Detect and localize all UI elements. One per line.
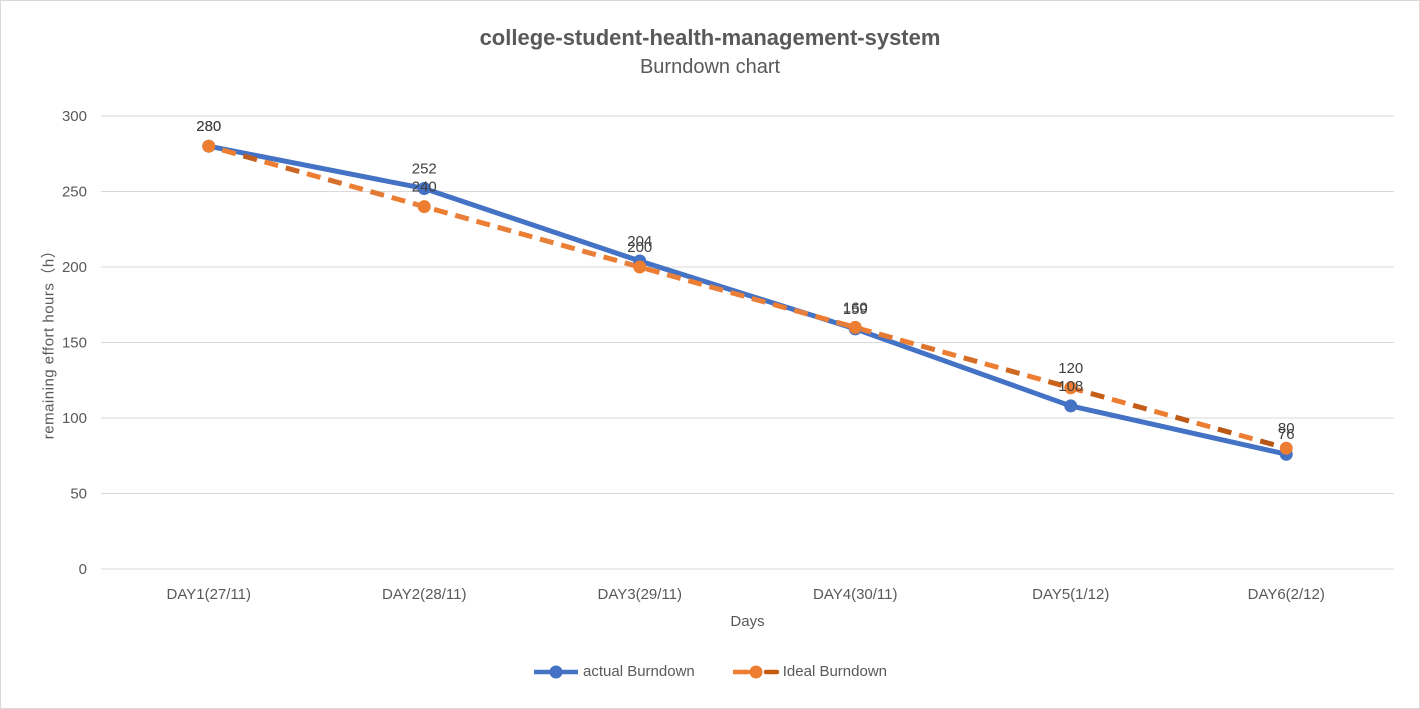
- legend-ideal-label: Ideal Burndown: [782, 663, 887, 680]
- ideal-point-marker: [1064, 381, 1078, 395]
- actual-data-label: 280: [196, 118, 221, 135]
- y-tick-label: 50: [70, 486, 87, 503]
- x-category-label: DAY4(30/11): [813, 586, 898, 603]
- y-tick-label: 0: [79, 561, 87, 578]
- legend-item-ideal: Ideal Burndown: [732, 663, 887, 680]
- x-axis-title: Days: [730, 613, 765, 630]
- ideal-point-marker: [848, 320, 862, 334]
- x-category-label: DAY6(2/12): [1248, 586, 1325, 603]
- legend-actual-label: actual Burndown: [583, 663, 695, 680]
- y-tick-label: 200: [62, 259, 87, 276]
- y-tick-label: 100: [62, 410, 87, 427]
- ideal-data-label: 160: [843, 299, 868, 316]
- actual-burndown-line: [206, 143, 1289, 457]
- ideal-point-marker: [1279, 441, 1293, 455]
- y-tick-label: 150: [62, 335, 87, 352]
- legend-ideal-line-icon: [732, 665, 779, 678]
- actual-point-marker: [1064, 399, 1078, 413]
- chart-legend: actual Burndown Ideal Burndown: [1, 663, 1419, 680]
- ideal-data-label: 240: [412, 179, 437, 196]
- actual-data-label: 108: [1058, 378, 1083, 395]
- legend-item-actual: actual Burndown: [533, 663, 695, 680]
- x-category-label: DAY3(29/11): [598, 586, 683, 603]
- legend-actual-line-icon: [534, 665, 578, 678]
- ideal-data-label: 80: [1278, 420, 1295, 437]
- actual-data-label: 76: [1278, 426, 1295, 443]
- x-category-label: DAY1(27/11): [167, 586, 252, 603]
- actual-data-label: 204: [627, 233, 652, 250]
- y-tick-label: 300: [62, 108, 87, 125]
- ideal-point-marker: [417, 200, 431, 214]
- actual-data-label: 159: [843, 301, 868, 318]
- ideal-data-label: 200: [627, 239, 652, 256]
- ideal-point-marker: [202, 139, 216, 153]
- actual-point-marker: [417, 181, 431, 195]
- ideal-data-label: 280: [196, 118, 221, 135]
- y-axis-title: remaining effort hours（h）: [40, 242, 58, 440]
- x-category-label: DAY2(28/11): [382, 586, 467, 603]
- y-tick-label: 250: [62, 184, 87, 201]
- actual-data-label: 252: [412, 160, 437, 177]
- x-category-label: DAY5(1/12): [1032, 586, 1109, 603]
- ideal-data-label: 120: [1058, 360, 1083, 377]
- ideal-point-marker: [633, 260, 647, 274]
